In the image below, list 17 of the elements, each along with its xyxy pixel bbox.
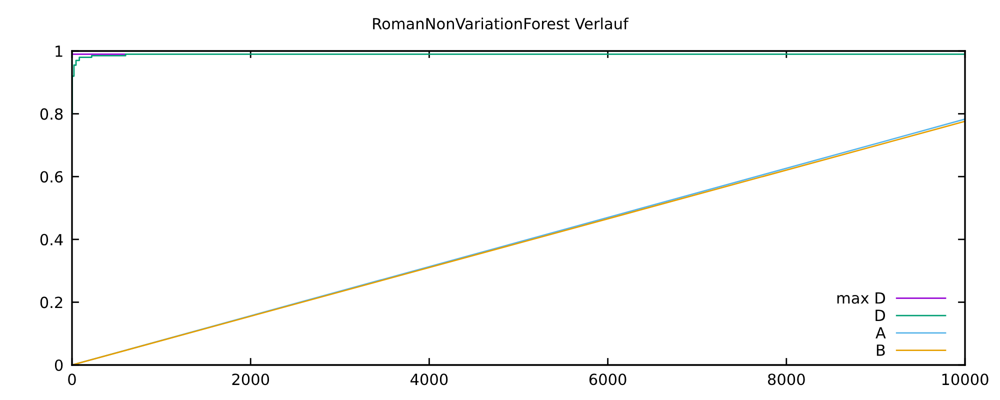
legend-label: A	[876, 327, 886, 338]
y-tick-label: 0.8	[40, 108, 63, 120]
chart-title: RomanNonVariationForest Verlauf	[373, 18, 629, 30]
y-tick-label: 0.2	[40, 296, 62, 308]
x-tick-label: 0	[68, 374, 76, 386]
x-tick-label: 4000	[410, 374, 448, 386]
legend-label: B	[876, 344, 885, 356]
x-tick-label: 6000	[589, 374, 626, 386]
y-tick-label: 0	[54, 359, 63, 372]
y-tick-label: 1	[56, 46, 62, 57]
legend-label: max D	[837, 292, 886, 304]
x-tick-label: 10000	[942, 374, 988, 386]
x-tick-label: 2000	[232, 374, 270, 386]
y-tick-label: 0.4	[40, 234, 63, 246]
x-tick-label: 8000	[768, 374, 805, 386]
legend-label: D	[876, 310, 886, 321]
y-tick-label: 0.6	[40, 171, 63, 183]
